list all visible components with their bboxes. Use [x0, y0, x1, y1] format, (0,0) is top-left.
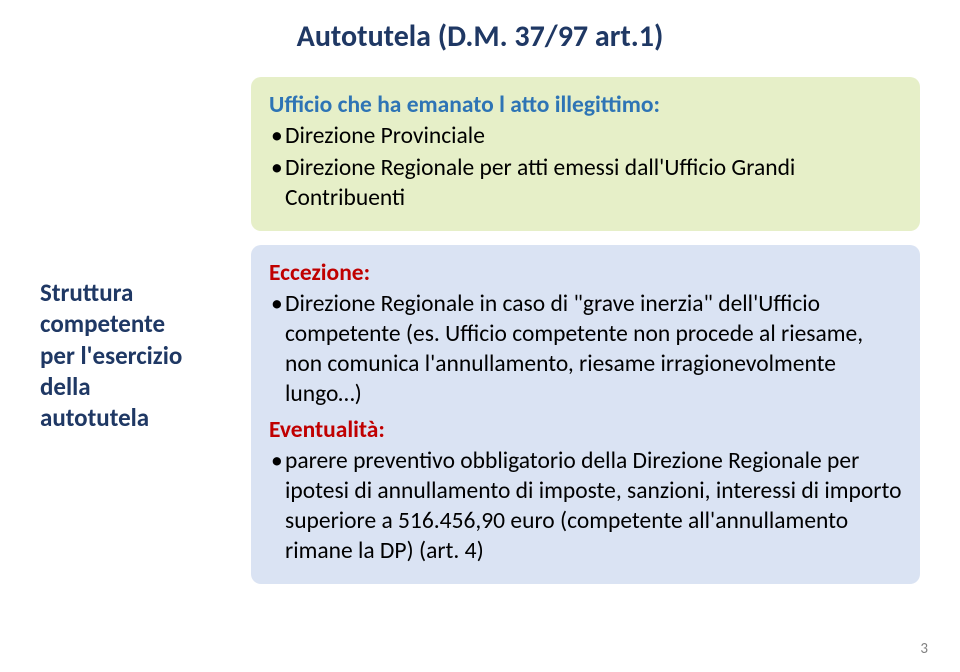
- eventualita-label: Eventualità:: [269, 416, 902, 444]
- box-top-lead: Ufficio che ha emanato l atto illegittim…: [269, 91, 902, 119]
- left-label-line: della: [40, 371, 91, 402]
- right-column: Ufficio che ha emanato l atto illegittim…: [251, 77, 920, 598]
- eventualita-list: parere preventivo obbligatorio della Dir…: [269, 446, 902, 566]
- left-label-line: per l'esercizio: [40, 340, 182, 371]
- left-label-line: competente: [40, 308, 165, 339]
- box-top-list: Direzione Provinciale Direzione Regional…: [269, 121, 902, 213]
- left-label-line: autotutela: [40, 402, 149, 433]
- eccezione-list: Direzione Regionale in caso di "grave in…: [269, 289, 902, 409]
- list-item: parere preventivo obbligatorio della Dir…: [269, 446, 902, 566]
- left-structure-label: Struttura competente per l'esercizio del…: [40, 277, 235, 433]
- box-ufficio: Ufficio che ha emanato l atto illegittim…: [251, 77, 920, 231]
- list-item: Direzione Regionale in caso di "grave in…: [269, 289, 902, 409]
- slide: Autotutela (D.M. 37/97 art.1) Struttura …: [0, 0, 960, 672]
- list-item: Direzione Regionale per atti emessi dall…: [269, 153, 902, 213]
- box-eccezione: Eccezione: Direzione Regionale in caso d…: [251, 245, 920, 584]
- eccezione-label: Eccezione:: [269, 259, 902, 287]
- content-row: Struttura competente per l'esercizio del…: [40, 77, 920, 598]
- left-column: Struttura competente per l'esercizio del…: [40, 77, 235, 598]
- slide-title: Autotutela (D.M. 37/97 art.1): [40, 18, 920, 55]
- left-label-line: Struttura: [40, 277, 133, 308]
- list-item: Direzione Provinciale: [269, 121, 902, 151]
- page-number: 3: [920, 640, 928, 658]
